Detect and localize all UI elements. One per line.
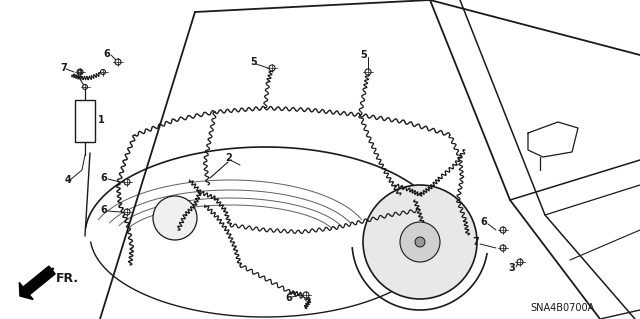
Text: 7: 7 [472, 237, 479, 247]
Text: FR.: FR. [56, 271, 79, 285]
Text: 6: 6 [480, 217, 487, 227]
Circle shape [83, 85, 88, 90]
Circle shape [77, 69, 83, 75]
Circle shape [365, 69, 371, 75]
Text: 5: 5 [360, 50, 367, 60]
Circle shape [400, 222, 440, 262]
Text: 6: 6 [285, 293, 292, 303]
Circle shape [100, 70, 106, 75]
Circle shape [303, 292, 309, 298]
Text: 6: 6 [100, 205, 107, 215]
Text: 3: 3 [508, 263, 515, 273]
Text: 6: 6 [100, 173, 107, 183]
Bar [75, 100, 95, 142]
Circle shape [415, 237, 425, 247]
Circle shape [78, 70, 82, 74]
Circle shape [124, 179, 130, 185]
Polygon shape [528, 122, 578, 157]
Circle shape [500, 227, 506, 233]
Text: SNA4B0700A: SNA4B0700A [530, 303, 595, 313]
Circle shape [124, 209, 130, 215]
Circle shape [363, 185, 477, 299]
Polygon shape [19, 266, 55, 300]
FancyArrowPatch shape [24, 272, 50, 292]
Text: 5: 5 [250, 57, 257, 67]
Text: 6: 6 [103, 49, 109, 59]
Text: 4: 4 [65, 175, 72, 185]
Circle shape [153, 196, 197, 240]
Text: 2: 2 [225, 153, 232, 163]
Circle shape [517, 259, 523, 265]
Text: 7: 7 [60, 63, 67, 73]
Text: 1: 1 [98, 115, 105, 125]
Circle shape [115, 59, 121, 65]
Circle shape [500, 245, 506, 251]
Circle shape [269, 65, 275, 71]
